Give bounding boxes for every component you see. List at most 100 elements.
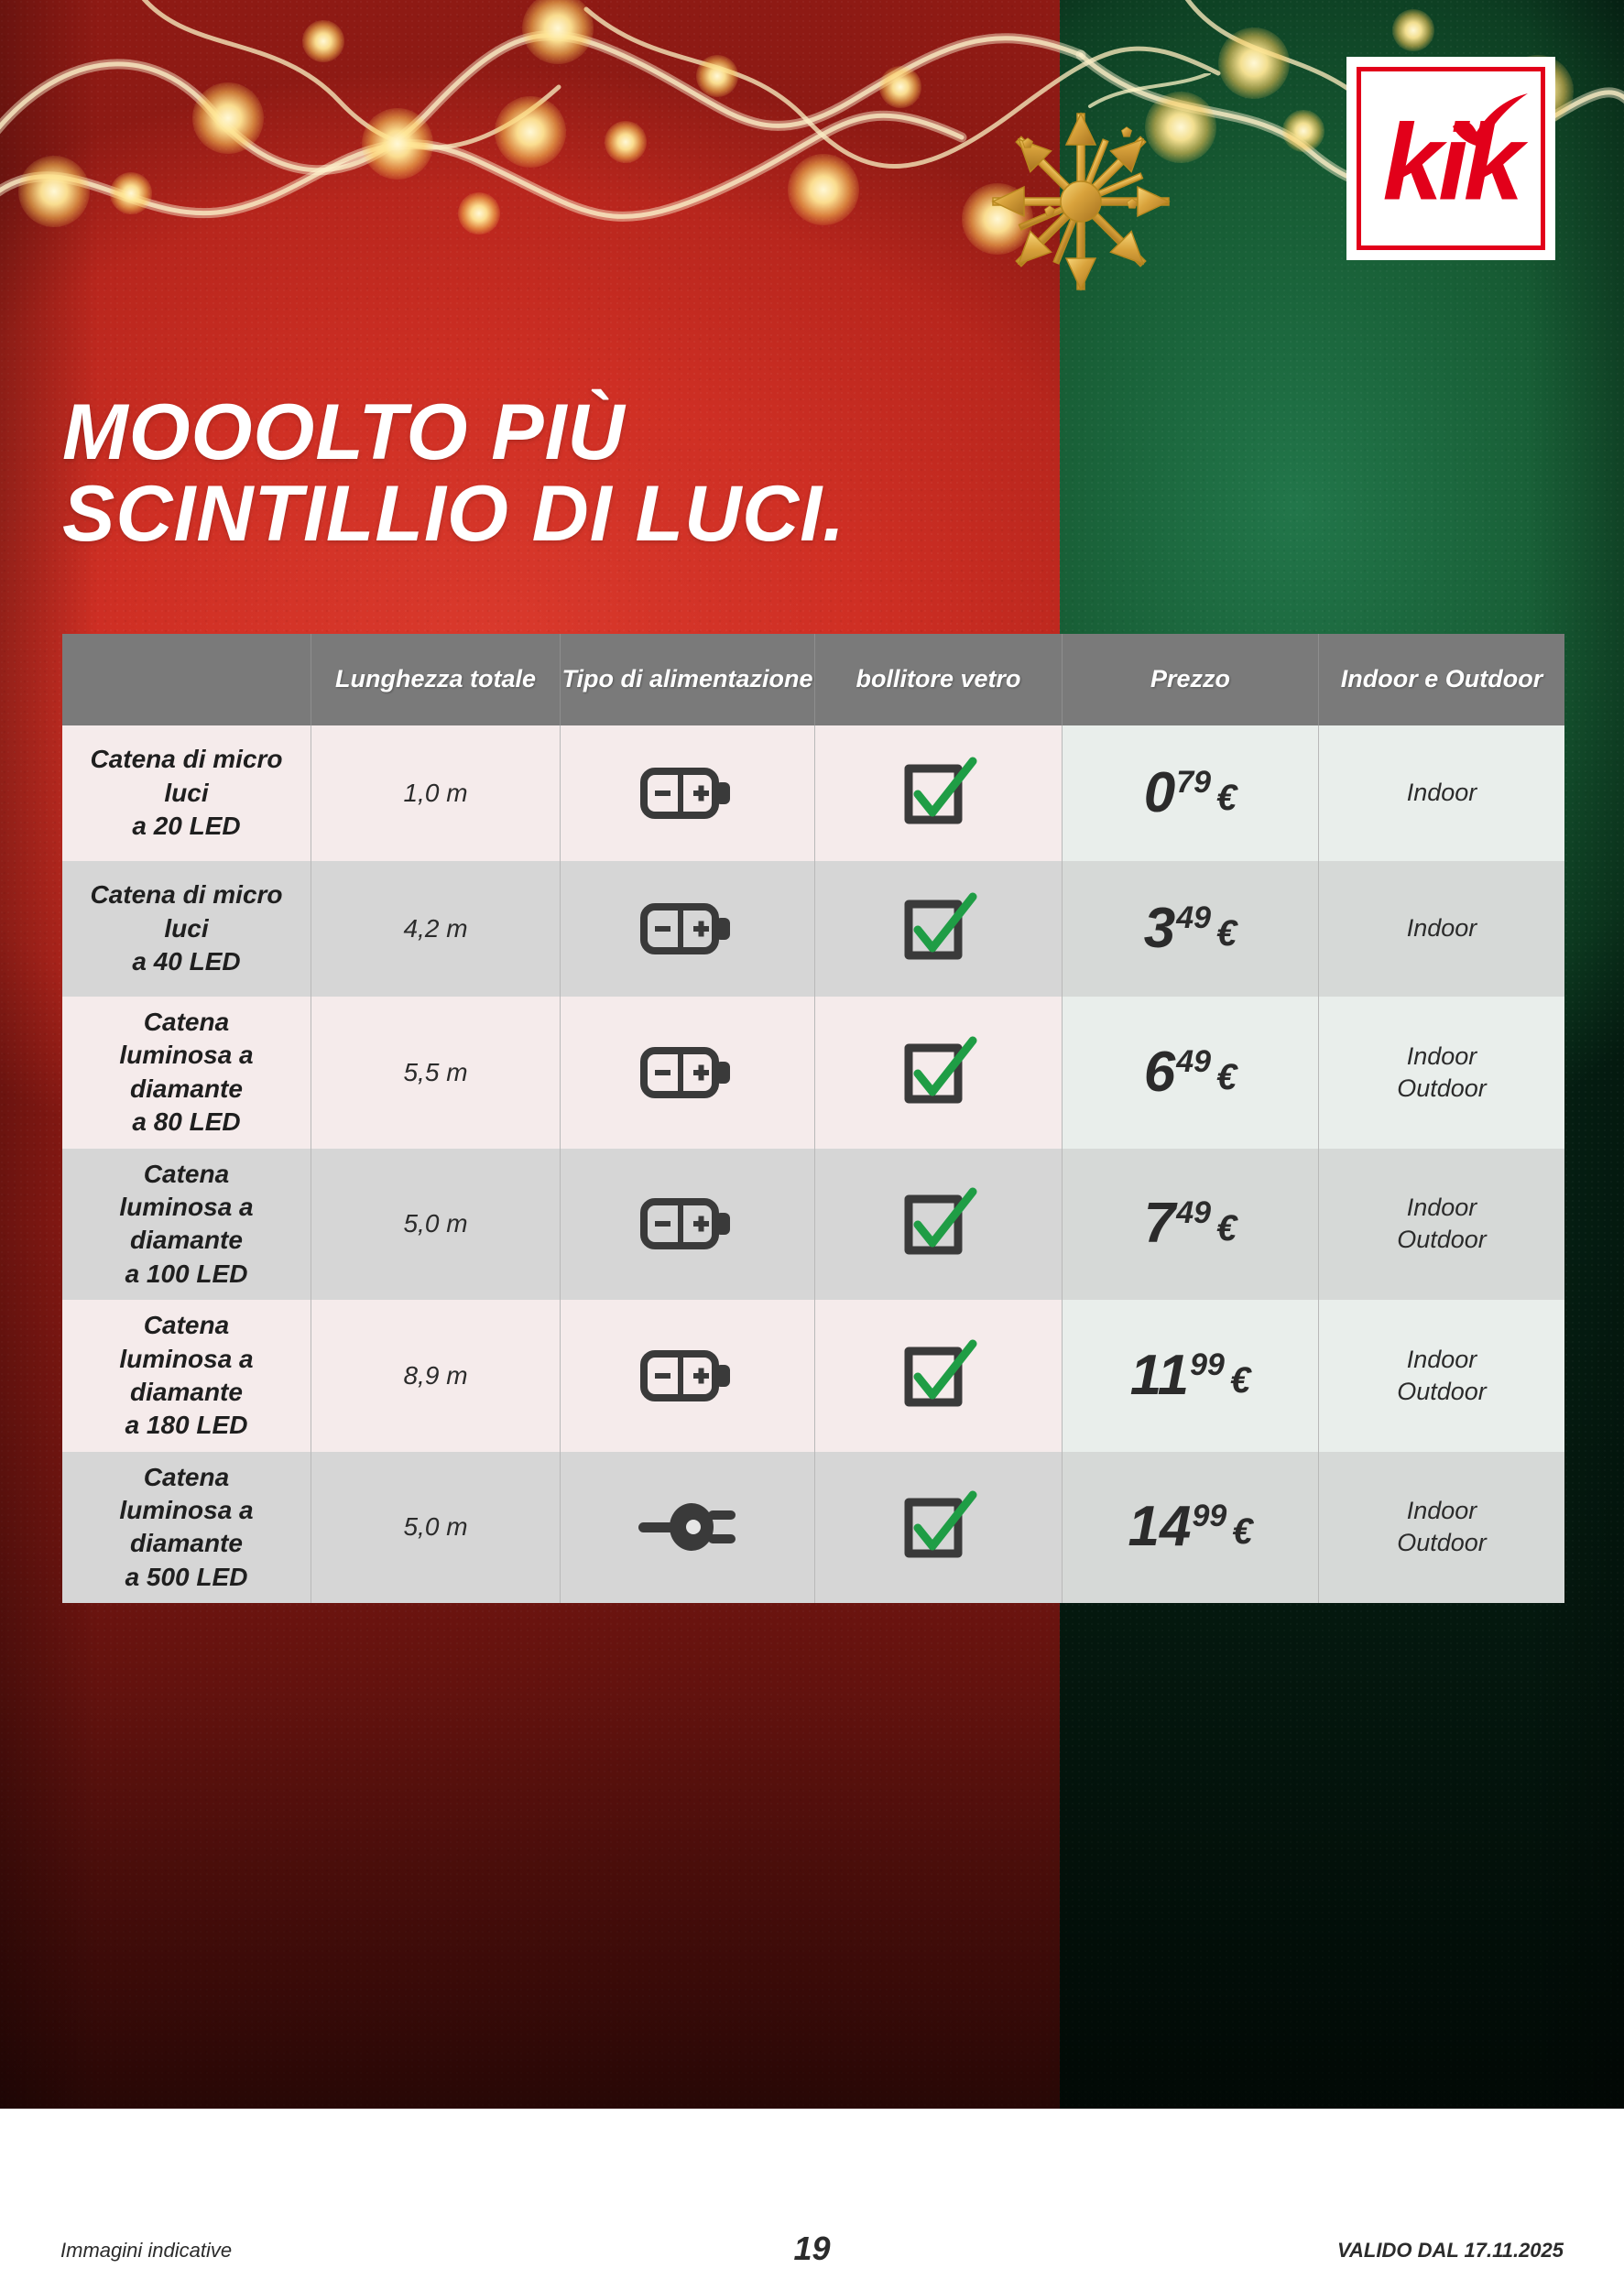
column-header-product (62, 634, 311, 725)
cell-length: 5,5 m (311, 997, 561, 1149)
product-name: Catena luminosa a diamante a 100 LED (119, 1159, 254, 1288)
hero-background: kik MOOOLTO PIÙ SCINTILLIO DI LUCI. Lung… (0, 0, 1624, 2109)
price-cents: 49 (1176, 900, 1212, 935)
logo-wordmark: kik (1382, 102, 1523, 224)
price-value: 0 79 € (1144, 765, 1237, 822)
price-value: 7 49 € (1144, 1195, 1237, 1252)
cell-length: 8,9 m (311, 1300, 561, 1452)
kik-logo: kik (1346, 57, 1555, 260)
table-row: Catena luminosa a diamante a 180 LED 8,9 m 11… (62, 1300, 1564, 1452)
column-header-usage-label: Indoor e Outdoor (1340, 665, 1543, 693)
cell-usage: Indoor Outdoor (1319, 1148, 1564, 1301)
page-footer: Immagini indicative 19 VALIDO DAL 17.11.… (0, 2109, 1624, 2290)
battery-icon (639, 900, 736, 958)
column-header-length-label: Lunghezza totale (334, 665, 536, 693)
price-value: 11 99 € (1130, 1347, 1250, 1404)
logo-frame: kik (1357, 67, 1545, 250)
headline-line-2: SCINTILLIO DI LUCI. (62, 470, 846, 559)
cell-power-type (561, 725, 815, 861)
cell-power-type (561, 1300, 815, 1452)
table-body: Catena di micro luci a 20 LED 1,0 m 0 79 € In… (62, 725, 1564, 1604)
checkbox-checked-icon (899, 1186, 978, 1261)
checkbox-checked-icon (899, 1338, 978, 1413)
cell-price: 7 49 € (1063, 1148, 1319, 1301)
checkbox-checked-icon (899, 756, 978, 831)
column-header-glass-boiler: bollitore vetro (815, 634, 1063, 747)
check-mark-icon (1449, 92, 1533, 153)
footer-disclaimer: Immagini indicative (60, 2239, 233, 2262)
column-header-power-type: Tipo di alimentazione (561, 634, 815, 747)
cell-power-type (561, 861, 815, 997)
cell-glass-boiler (815, 1451, 1063, 1604)
table-row: Catena luminosa a diamante a 80 LED 5,5 m 6 49… (62, 997, 1564, 1149)
gold-snowflake-icon (943, 71, 1218, 293)
cell-power-type (561, 997, 815, 1149)
battery-icon (639, 1194, 736, 1253)
length-value: 5,5 m (403, 1057, 468, 1086)
cell-product: Catena di micro luci a 40 LED (62, 861, 311, 997)
cell-glass-boiler (815, 1148, 1063, 1301)
column-header-power-type-label: Tipo di alimentazione (561, 665, 813, 693)
page-number: 19 (793, 2230, 831, 2267)
currency-symbol: € (1216, 1056, 1237, 1097)
column-header-glass-boiler-label: bollitore vetro (856, 665, 1021, 693)
cell-price: 11 99 € (1063, 1300, 1319, 1452)
price-cents: 49 (1176, 1043, 1212, 1079)
currency-symbol: € (1229, 1359, 1251, 1401)
price-value: 6 49 € (1143, 1040, 1237, 1104)
usage-value: Indoor (1406, 914, 1477, 943)
cell-power-type (561, 1451, 815, 1604)
cell-usage: Indoor (1319, 861, 1564, 997)
currency-symbol: € (1216, 1208, 1237, 1249)
currency-symbol: € (1232, 1511, 1253, 1553)
usage-value: Indoor Outdoor (1397, 1194, 1487, 1254)
cell-length: 4,2 m (311, 861, 561, 997)
length-value: 8,9 m (403, 1360, 468, 1390)
table-row: Catena di micro luci a 40 LED 4,2 m 3 49 € In… (62, 861, 1564, 997)
cell-length: 5,0 m (311, 1451, 561, 1604)
price-integer: 14 (1128, 1495, 1192, 1559)
column-header-usage: Indoor e Outdoor (1319, 634, 1564, 747)
usage-value: Indoor Outdoor (1397, 1041, 1487, 1102)
price-integer: 7 (1143, 1192, 1176, 1256)
usage-value: Indoor (1406, 779, 1477, 807)
table-header-row: Lunghezza totale Tipo di alimentazione b… (62, 634, 1564, 747)
cell-length: 1,0 m (311, 725, 561, 861)
length-value: 1,0 m (403, 779, 468, 807)
cell-length: 5,0 m (311, 1148, 561, 1301)
cell-product: Catena luminosa a diamante a 100 LED (62, 1148, 311, 1301)
currency-symbol: € (1216, 778, 1237, 818)
page-title: MOOOLTO PIÙ SCINTILLIO DI LUCI. (62, 391, 1253, 559)
column-header-length: Lunghezza totale (311, 634, 561, 747)
cell-usage: Indoor Outdoor (1319, 1300, 1564, 1452)
product-comparison-table: Lunghezza totale Tipo di alimentazione b… (62, 634, 1564, 1604)
cell-glass-boiler (815, 1300, 1063, 1452)
checkbox-checked-icon (899, 891, 978, 966)
cell-usage: Indoor (1319, 725, 1564, 861)
price-cents: 49 (1176, 1195, 1212, 1231)
product-name: Catena luminosa a diamante a 80 LED (119, 1008, 254, 1137)
cell-glass-boiler (815, 997, 1063, 1149)
cell-usage: Indoor Outdoor (1319, 997, 1564, 1149)
price-cents: 99 (1190, 1347, 1225, 1382)
cell-usage: Indoor Outdoor (1319, 1451, 1564, 1604)
column-header-price-label: Prezzo (1150, 665, 1231, 693)
cell-product: Catena luminosa a diamante a 180 LED (62, 1300, 311, 1452)
column-header-price: Prezzo (1063, 634, 1319, 747)
cell-product: Catena luminosa a diamante a 500 LED (62, 1451, 311, 1604)
cell-price: 0 79 € (1063, 725, 1319, 861)
length-value: 5,0 m (403, 1512, 468, 1542)
product-name: Catena di micro luci a 20 LED (90, 745, 283, 841)
price-integer: 6 (1143, 1040, 1176, 1104)
battery-icon (639, 1347, 736, 1405)
length-value: 5,0 m (403, 1209, 468, 1238)
currency-symbol: € (1216, 913, 1237, 954)
power-plug-icon (637, 1498, 739, 1556)
cell-price: 14 99 € (1063, 1451, 1319, 1604)
table-row: Catena luminosa a diamante a 500 LED 5,0 m 14… (62, 1451, 1564, 1604)
footer-validity: VALIDO DAL 17.11.2025 (1337, 2239, 1564, 2262)
price-integer: 11 (1129, 1343, 1190, 1407)
battery-icon (639, 1043, 736, 1102)
